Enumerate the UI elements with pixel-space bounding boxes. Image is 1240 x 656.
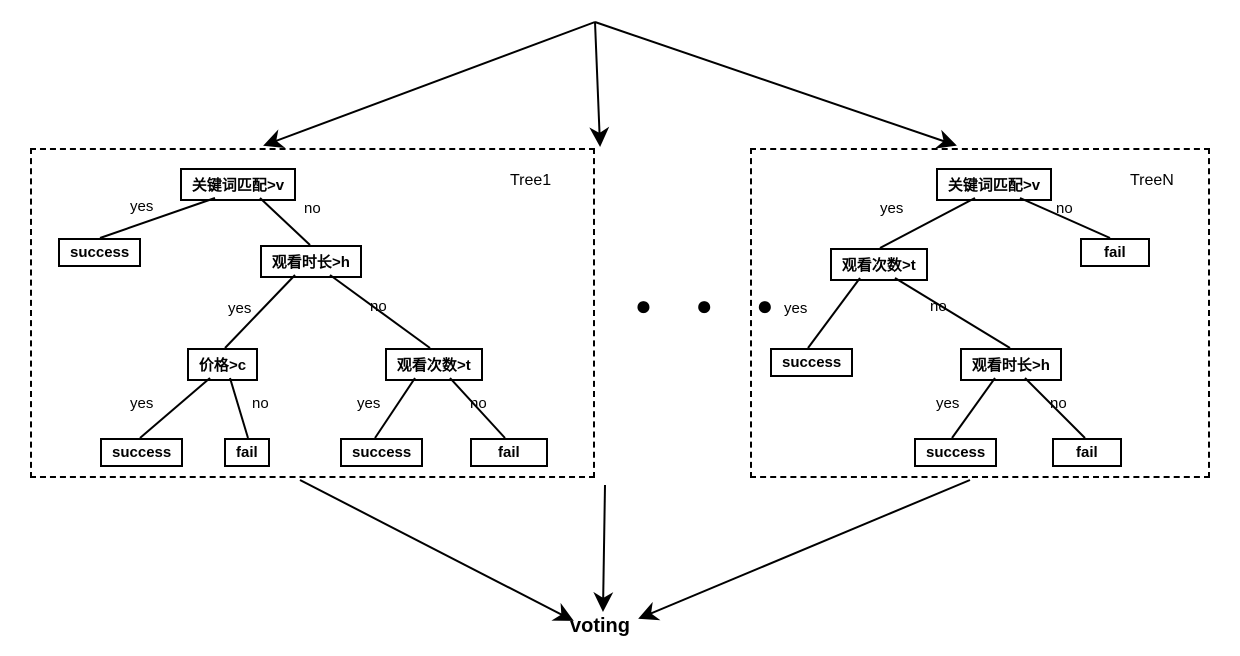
tree1-fail-rrr: fail — [470, 438, 548, 467]
tree1-edge-no-1: no — [304, 200, 321, 217]
tree1-fail-rlr: fail — [224, 438, 270, 467]
tree1-success-rll: success — [100, 438, 183, 467]
treeN-fail-r: fail — [1080, 238, 1150, 267]
tree1-watch-count: 观看次数>t — [385, 348, 483, 381]
treeN-edge-no-1: no — [1056, 200, 1073, 217]
tree1-success-l: success — [58, 238, 141, 267]
treeN-success-ll: success — [770, 348, 853, 377]
ellipsis-dots: ● ● ● — [635, 290, 791, 322]
tree1-price: 价格>c — [187, 348, 258, 381]
tree1-watch-duration: 观看时长>h — [260, 245, 362, 278]
tree1-label: Tree1 — [510, 172, 551, 190]
treeN-edge-no-3: no — [1050, 395, 1067, 412]
treeN-edge-no-2: no — [930, 298, 947, 315]
tree1-edge-yes-2: yes — [228, 300, 251, 317]
tree1-edge-yes-4: yes — [357, 395, 380, 412]
treeN-watch-count: 观看次数>t — [830, 248, 928, 281]
tree1-edge-no-3: no — [252, 395, 269, 412]
tree1-box — [30, 148, 595, 478]
tree1-edge-no-2: no — [370, 298, 387, 315]
treeN-watch-duration: 观看时长>h — [960, 348, 1062, 381]
tree1-root: 关键词匹配>v — [180, 168, 296, 201]
tree1-edge-no-4: no — [470, 395, 487, 412]
tree1-success-rrl: success — [340, 438, 423, 467]
treeN-success-lrl: success — [914, 438, 997, 467]
tree1-edge-yes-3: yes — [130, 395, 153, 412]
treeN-label: TreeN — [1130, 172, 1174, 190]
voting-label: voting — [570, 615, 630, 638]
treeN-edge-yes-3: yes — [936, 395, 959, 412]
treeN-root: 关键词匹配>v — [936, 168, 1052, 201]
treeN-edge-yes-1: yes — [880, 200, 903, 217]
tree1-edge-yes-1: yes — [130, 198, 153, 215]
treeN-fail-lrr: fail — [1052, 438, 1122, 467]
